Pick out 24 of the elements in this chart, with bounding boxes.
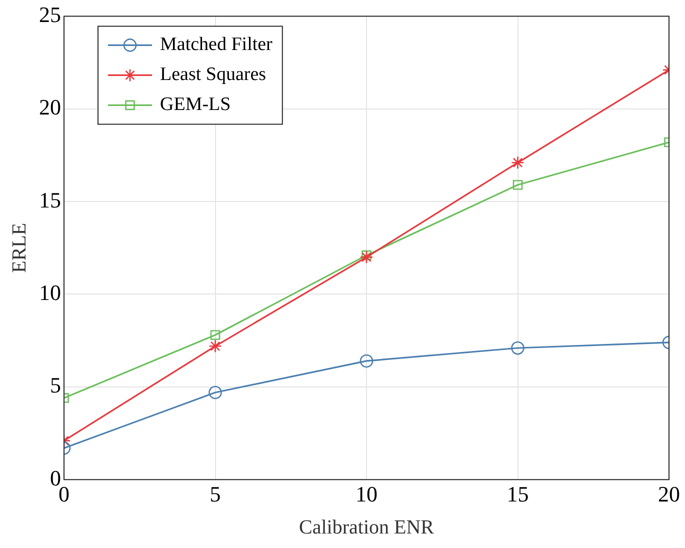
point [511, 341, 524, 355]
y-tick-label: 10 [39, 280, 61, 306]
legend-label: GEM-LS [160, 94, 231, 116]
y-tick-label: 15 [39, 187, 61, 212]
point [511, 156, 524, 170]
y-tick-label: 20 [39, 94, 61, 120]
x-tick-label: 15 [506, 482, 529, 507]
x-tick-label: 10 [356, 482, 378, 507]
point [208, 339, 222, 353]
x-tick-label: 5 [210, 482, 221, 507]
y-axis-title: ERLE [8, 222, 30, 273]
y-tick-label: 0 [50, 465, 61, 490]
point [362, 250, 372, 260]
legend-label: Matched Filter [160, 34, 274, 56]
y-tick-label: 5 [50, 372, 61, 398]
point [360, 250, 374, 264]
legend-label: Least Squares [160, 64, 266, 86]
point [360, 354, 374, 368]
y-tick-label: 25 [39, 2, 61, 27]
x-tick-label: 20 [658, 482, 680, 507]
point [210, 330, 220, 340]
x-axis-title: Calibration ENR [299, 516, 435, 538]
point [208, 386, 222, 400]
point [512, 180, 523, 190]
